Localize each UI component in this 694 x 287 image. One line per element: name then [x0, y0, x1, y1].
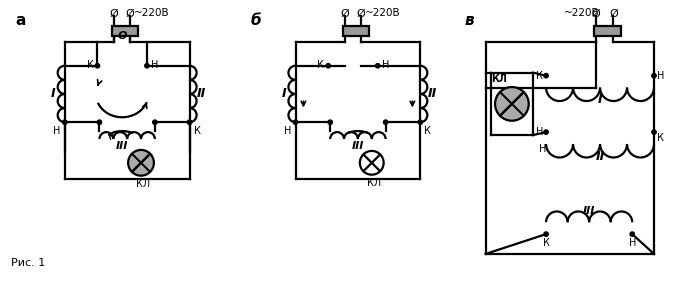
Text: Н: Н — [284, 126, 291, 136]
Text: К: К — [317, 60, 324, 70]
Text: Ø: Ø — [126, 8, 135, 18]
Circle shape — [326, 64, 330, 68]
Text: Ø: Ø — [110, 8, 119, 18]
Text: Н: Н — [657, 71, 664, 81]
Text: Н: Н — [536, 127, 543, 137]
Circle shape — [128, 150, 154, 176]
Text: II: II — [595, 150, 604, 163]
Text: Ø: Ø — [341, 8, 349, 18]
Circle shape — [495, 87, 529, 121]
Text: Н: Н — [629, 238, 636, 248]
Text: III: III — [583, 206, 595, 216]
Circle shape — [544, 232, 548, 236]
Circle shape — [187, 120, 192, 124]
Circle shape — [630, 232, 634, 236]
Circle shape — [418, 120, 423, 124]
Text: ~220В: ~220В — [365, 8, 400, 18]
Circle shape — [145, 64, 149, 68]
Circle shape — [652, 73, 657, 78]
Polygon shape — [593, 26, 621, 36]
Text: Н: Н — [53, 126, 61, 136]
Text: Ø: Ø — [609, 8, 618, 18]
Text: I: I — [281, 88, 286, 100]
Text: Рис. 1: Рис. 1 — [11, 258, 46, 268]
Text: Н: Н — [151, 60, 158, 70]
Circle shape — [652, 130, 657, 134]
Text: К: К — [424, 126, 431, 136]
Text: К: К — [194, 126, 201, 136]
Circle shape — [153, 120, 157, 124]
Circle shape — [97, 120, 101, 124]
Text: ~220В: ~220В — [134, 8, 170, 18]
Text: I: I — [598, 94, 602, 106]
Text: а: а — [15, 13, 26, 28]
Circle shape — [544, 73, 548, 78]
Text: О: О — [117, 31, 127, 41]
Circle shape — [95, 64, 100, 68]
Text: III: III — [116, 141, 128, 151]
Text: б: б — [251, 13, 262, 28]
Text: КЛ: КЛ — [136, 179, 150, 189]
Text: КЛ: КЛ — [491, 74, 507, 84]
Text: в: в — [465, 13, 475, 28]
Polygon shape — [112, 26, 138, 36]
Text: К: К — [87, 60, 94, 70]
Text: ~220В: ~220В — [564, 8, 600, 18]
Circle shape — [328, 120, 332, 124]
Circle shape — [544, 130, 548, 134]
Circle shape — [62, 120, 67, 124]
Text: II: II — [197, 88, 206, 100]
Polygon shape — [343, 26, 369, 36]
Circle shape — [360, 151, 384, 175]
Text: К: К — [657, 133, 664, 143]
Circle shape — [384, 120, 388, 124]
Text: Н: Н — [539, 144, 547, 154]
Text: Н: Н — [382, 60, 389, 70]
Text: К: К — [536, 71, 543, 81]
Text: КЛ: КЛ — [366, 178, 381, 188]
Text: II: II — [428, 88, 437, 100]
Circle shape — [294, 120, 298, 124]
Text: III: III — [352, 141, 364, 151]
Text: К: К — [543, 238, 550, 248]
Text: Ø: Ø — [357, 8, 365, 18]
Circle shape — [375, 64, 380, 68]
Text: Ø: Ø — [591, 8, 600, 18]
Text: I: I — [51, 88, 56, 100]
